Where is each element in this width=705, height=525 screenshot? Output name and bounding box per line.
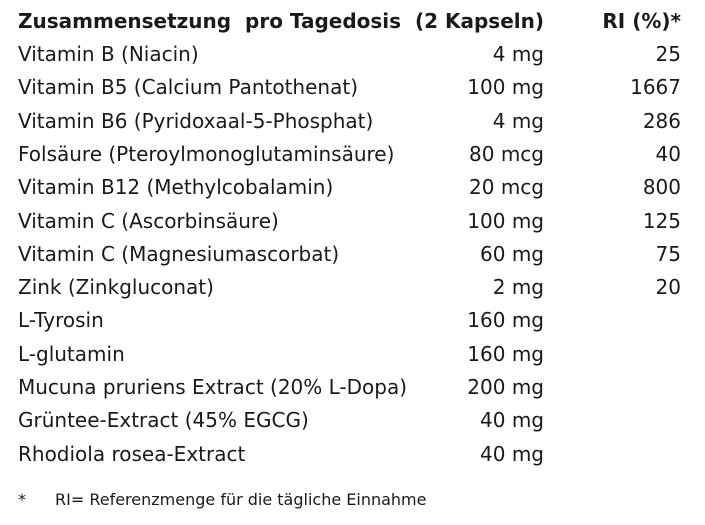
amount: 80 mcg — [469, 141, 544, 166]
ingredient: Zink (Zinkgluconat) — [18, 275, 214, 300]
ingredient: L-Tyrosin — [18, 308, 104, 333]
ingredient: Vitamin B12 (Methylcobalamin) — [18, 175, 334, 200]
ingredient: Vitamin C (Ascorbinsäure) — [18, 208, 279, 233]
amount: 20 mcg — [469, 175, 544, 200]
ingredient: Folsäure (Pteroylmonoglutaminsäure) — [18, 141, 395, 166]
amount: 100 mg — [467, 75, 544, 100]
amount: 60 mg — [480, 241, 544, 266]
ingredient: Vitamin B6 (Pyridoxaal-5-Phosphat) — [18, 108, 374, 133]
amount: 160 mg — [467, 308, 544, 333]
ingredient: Vitamin B5 (Calcium Pantothenat) — [18, 75, 358, 100]
header-ri-percent: RI (%)* — [602, 9, 681, 33]
amount: 40 mg — [480, 408, 544, 433]
ri-percent: 1667 — [630, 75, 681, 100]
ingredient: Vitamin C (Magnesiumascorbat) — [18, 241, 340, 266]
amount: 40 mg — [480, 441, 544, 466]
ri-percent: 75 — [655, 241, 681, 266]
ingredient: Rhodiola rosea-Extract — [18, 441, 246, 466]
ri-percent: 125 — [642, 208, 681, 233]
footnote-marker: * — [18, 490, 26, 509]
ri-percent: 800 — [642, 175, 681, 200]
ingredient: Vitamin B (Niacin) — [18, 42, 199, 66]
ingredient: Grüntee-Extract (45% EGCG) — [18, 408, 309, 433]
amount: 100 mg — [467, 208, 544, 233]
amount: 2 mg — [492, 275, 544, 300]
ri-percent: 286 — [642, 108, 681, 133]
amount: 4 mg — [492, 42, 544, 66]
ri-percent: 20 — [655, 275, 681, 300]
amount: 200 mg — [467, 375, 544, 399]
header-ingredient: Zusammensetzung pro Tagedosis — [18, 9, 402, 33]
amount: 160 mg — [467, 341, 544, 366]
amount: 4 mg — [492, 108, 544, 133]
ri-percent: 40 — [655, 141, 681, 166]
ri-percent: 25 — [655, 42, 681, 66]
footnote-text: RI= Referenzmenge für die tägliche Einna… — [55, 490, 427, 509]
ingredient: Mucuna pruriens Extract (20% L-Dopa) — [18, 375, 408, 399]
ingredient: L-glutamin — [18, 341, 125, 366]
header-amount: (2 Kapseln) — [414, 9, 544, 33]
